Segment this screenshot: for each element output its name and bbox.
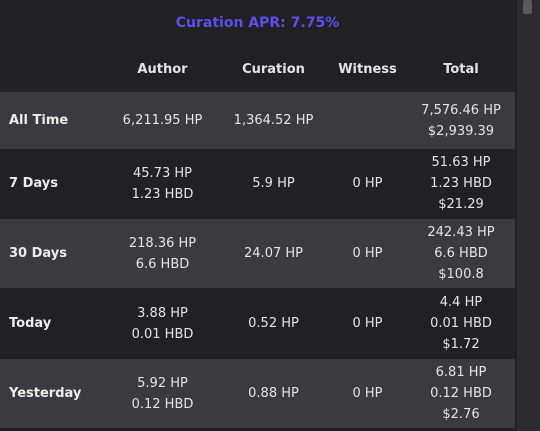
row-label: 7 Days — [9, 176, 58, 191]
cell-value: 0 HP — [352, 386, 383, 401]
cell-value: 4.4 HP — [439, 295, 483, 310]
header-curation: Curation — [242, 62, 305, 77]
cell-curation: 24.07 HP — [221, 219, 326, 288]
scrollbar-track[interactable] — [517, 0, 540, 431]
cell-value: 6.6 HBD — [434, 246, 488, 261]
cell-value: 218.36 HP — [128, 235, 197, 251]
cell-witness: 0 HP — [329, 289, 406, 358]
cell-curation: 0.52 HP — [221, 289, 326, 358]
cell-total: 7,576.46 HP $2,939.39 — [407, 92, 515, 149]
cell-value: $1.72 — [442, 337, 480, 352]
cell-curation: 5.9 HP — [221, 149, 326, 218]
cell-value: 0.52 HP — [248, 316, 299, 331]
cell-witness: 0 HP — [329, 219, 406, 288]
cell-value: 0.01 HBD — [430, 316, 492, 331]
curation-apr-title: Curation APR: 7.75% — [175, 15, 340, 31]
table-row: 7 Days 45.73 HP 1.23 HBD 5.9 HP 0 HP 51.63 HP… — [0, 149, 515, 218]
cell-value: 242.43 HP — [427, 225, 495, 240]
cell-value: 6,211.95 HP — [122, 113, 203, 128]
cell-witness — [329, 92, 406, 149]
cell-author: 5.92 HP 0.12 HBD — [111, 359, 214, 428]
cell-value: 0.12 HBD — [430, 386, 492, 401]
cell-value: 45.73 HP — [133, 165, 192, 181]
cell-value: 3.88 HP — [137, 305, 188, 321]
cell-value: 0 HP — [352, 316, 383, 331]
cell-value: 0.12 HBD — [131, 396, 194, 412]
cell-value: 1.23 HBD — [430, 176, 492, 191]
table-row: Yesterday 5.92 HP 0.12 HBD 0.88 HP 0 HP 6.81 … — [0, 359, 515, 428]
cell-value: $2.76 — [442, 407, 480, 422]
header-author: Author — [137, 62, 188, 77]
cell-author: 218.36 HP 6.6 HBD — [111, 219, 214, 288]
cell-value: 7,576.46 HP — [421, 102, 501, 118]
row-label: Today — [9, 316, 52, 331]
cell-total: 242.43 HP 6.6 HBD $100.8 — [407, 219, 515, 288]
cell-value: 5.92 HP — [137, 375, 188, 391]
cell-value: 1.23 HBD — [131, 186, 194, 202]
table-row: All Time 6,211.95 HP 1,364.52 HP 7,576.46 H… — [0, 92, 515, 149]
row-label: Yesterday — [9, 386, 82, 401]
cell-author: 3.88 HP 0.01 HBD — [111, 289, 214, 358]
cell-value: $21.29 — [438, 197, 484, 212]
cell-value: $100.8 — [438, 267, 484, 282]
cell-total: 51.63 HP 1.23 HBD $21.29 — [407, 149, 515, 218]
table-row: Today 3.88 HP 0.01 HBD 0.52 HP 0 HP 4.4 HP 0.0… — [0, 289, 515, 358]
cell-witness: 0 HP — [329, 149, 406, 218]
scrollbar-thumb[interactable] — [523, 0, 532, 14]
cell-value: 6.6 HBD — [135, 256, 190, 272]
cell-value: 0 HP — [352, 176, 383, 191]
cell-value: 24.07 HP — [244, 246, 303, 261]
cell-value: 5.9 HP — [252, 176, 295, 191]
cell-value: 6.81 HP — [435, 365, 487, 380]
cell-curation: 0.88 HP — [221, 359, 326, 428]
cell-value: $2,939.39 — [427, 123, 495, 139]
header-total: Total — [443, 62, 479, 77]
cell-witness: 0 HP — [329, 359, 406, 428]
cell-curation: 1,364.52 HP — [221, 92, 326, 149]
row-label: 30 Days — [9, 246, 67, 261]
cell-value: 51.63 HP — [431, 155, 491, 170]
row-label: All Time — [9, 113, 69, 128]
cell-total: 4.4 HP 0.01 HBD $1.72 — [407, 289, 515, 358]
header-witness: Witness — [338, 62, 397, 77]
cell-author: 45.73 HP 1.23 HBD — [111, 149, 214, 218]
cell-value: 1,364.52 HP — [233, 113, 314, 128]
cell-value: 0.88 HP — [248, 386, 299, 401]
table-row: 30 Days 218.36 HP 6.6 HBD 24.07 HP 0 HP 242.4… — [0, 219, 515, 288]
cell-value: 0.01 HBD — [131, 326, 194, 342]
cell-author: 6,211.95 HP — [111, 92, 214, 149]
cell-total: 6.81 HP 0.12 HBD $2.76 — [407, 359, 515, 428]
table-header: Author Curation Witness Total — [0, 62, 515, 78]
cell-value: 0 HP — [352, 246, 383, 261]
